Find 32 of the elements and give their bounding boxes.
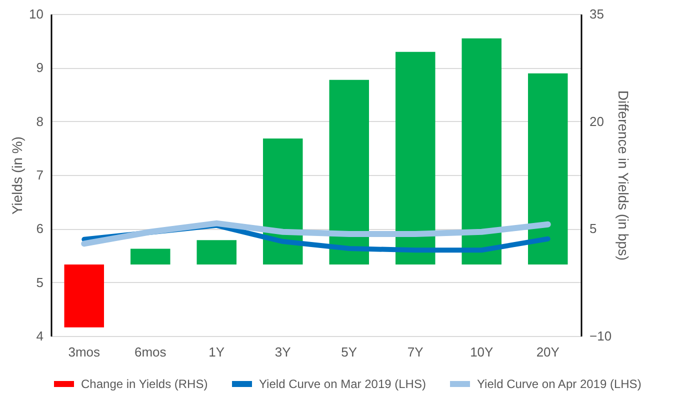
y-tick-label: 5 bbox=[36, 274, 44, 290]
y2-tick-label: 5 bbox=[590, 221, 597, 236]
y-tick-label: 4 bbox=[36, 328, 44, 344]
y2-tick-label: −10 bbox=[590, 328, 612, 344]
bar bbox=[396, 52, 436, 264]
y-tick-label: 10 bbox=[29, 6, 44, 22]
bar bbox=[196, 240, 236, 264]
x-tick-label: 20Y bbox=[536, 344, 560, 360]
y2-tick-label: 20 bbox=[590, 114, 604, 129]
legend-label: Yield Curve on Apr 2019 (LHS) bbox=[477, 377, 642, 391]
bar bbox=[528, 73, 568, 264]
x-tick-label: 6mos bbox=[134, 344, 167, 360]
x-tick-label: 3mos bbox=[68, 344, 101, 360]
y2-axis-title: Difference in Yields (in bps) bbox=[616, 90, 632, 261]
y-tick-label: 6 bbox=[36, 221, 44, 236]
y-tick-label: 9 bbox=[36, 60, 44, 76]
x-tick-label: 7Y bbox=[407, 344, 424, 360]
bar bbox=[462, 38, 502, 264]
y-tick-label: 7 bbox=[36, 168, 44, 182]
x-tick-label: 5Y bbox=[341, 344, 358, 360]
legend-label: Change in Yields (RHS) bbox=[81, 377, 208, 391]
y2-tick-label: 35 bbox=[590, 6, 604, 22]
y-tick-label: 8 bbox=[36, 114, 44, 129]
y-axis-title: Yields (in %) bbox=[9, 136, 26, 215]
x-tick-label: 10Y bbox=[470, 344, 494, 360]
legend-label: Yield Curve on Mar 2019 (LHS) bbox=[259, 377, 426, 391]
x-tick-label: 3Y bbox=[274, 344, 292, 360]
bar bbox=[130, 248, 170, 264]
bar bbox=[64, 264, 104, 328]
bar bbox=[263, 138, 303, 264]
x-tick-label: 1Y bbox=[208, 344, 225, 360]
bar bbox=[329, 80, 369, 264]
